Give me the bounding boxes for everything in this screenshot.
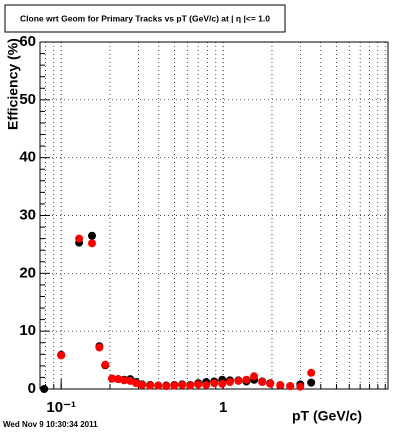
x-tick-label: 10⁻¹ — [46, 399, 76, 416]
data-point — [88, 231, 97, 240]
data-point — [146, 381, 155, 390]
data-point — [276, 380, 285, 389]
data-point — [170, 381, 179, 390]
data-point — [296, 382, 305, 391]
data-point — [250, 372, 259, 381]
data-point — [307, 378, 316, 387]
y-axis-label: Efficiency (%) — [5, 38, 21, 130]
plot-frame — [39, 41, 389, 390]
data-point — [88, 239, 97, 248]
data-point — [75, 234, 84, 243]
y-tick-label: 60 — [19, 33, 36, 50]
data-point — [194, 380, 203, 389]
data-point — [154, 381, 163, 390]
data-point — [95, 343, 104, 352]
data-point — [108, 374, 117, 383]
y-tick-label: 30 — [19, 206, 36, 223]
data-point — [162, 382, 171, 391]
x-tick-label: 1 — [219, 399, 227, 416]
data-point — [210, 379, 219, 388]
data-point — [178, 380, 187, 389]
data-point — [114, 375, 123, 384]
x-axis-label: pT (GeV/c) — [292, 408, 362, 424]
y-tick-label: 0 — [28, 380, 36, 397]
data-point — [186, 381, 195, 390]
chart-title: Clone wrt Geom for Primary Tracks vs pT … — [20, 13, 270, 23]
data-point — [258, 378, 267, 387]
data-point — [57, 351, 66, 360]
y-tick-label: 10 — [19, 322, 36, 339]
data-point — [307, 368, 316, 377]
data-point — [138, 380, 147, 389]
data-point — [218, 379, 227, 388]
data-point — [120, 376, 129, 385]
y-tick-label: 40 — [19, 149, 36, 166]
y-tick-label: 50 — [19, 91, 36, 108]
data-point — [40, 385, 49, 393]
data-point — [101, 360, 110, 369]
data-point — [132, 379, 141, 388]
data-point — [234, 376, 243, 385]
title-box — [4, 4, 286, 33]
data-point — [286, 382, 295, 391]
y-tick-label: 20 — [19, 264, 36, 281]
data-point — [225, 378, 234, 387]
data-point — [202, 380, 211, 389]
footer-date: Wed Nov 9 10:30:34 2011 — [3, 420, 98, 429]
data-point — [242, 375, 251, 384]
data-point — [266, 379, 275, 388]
